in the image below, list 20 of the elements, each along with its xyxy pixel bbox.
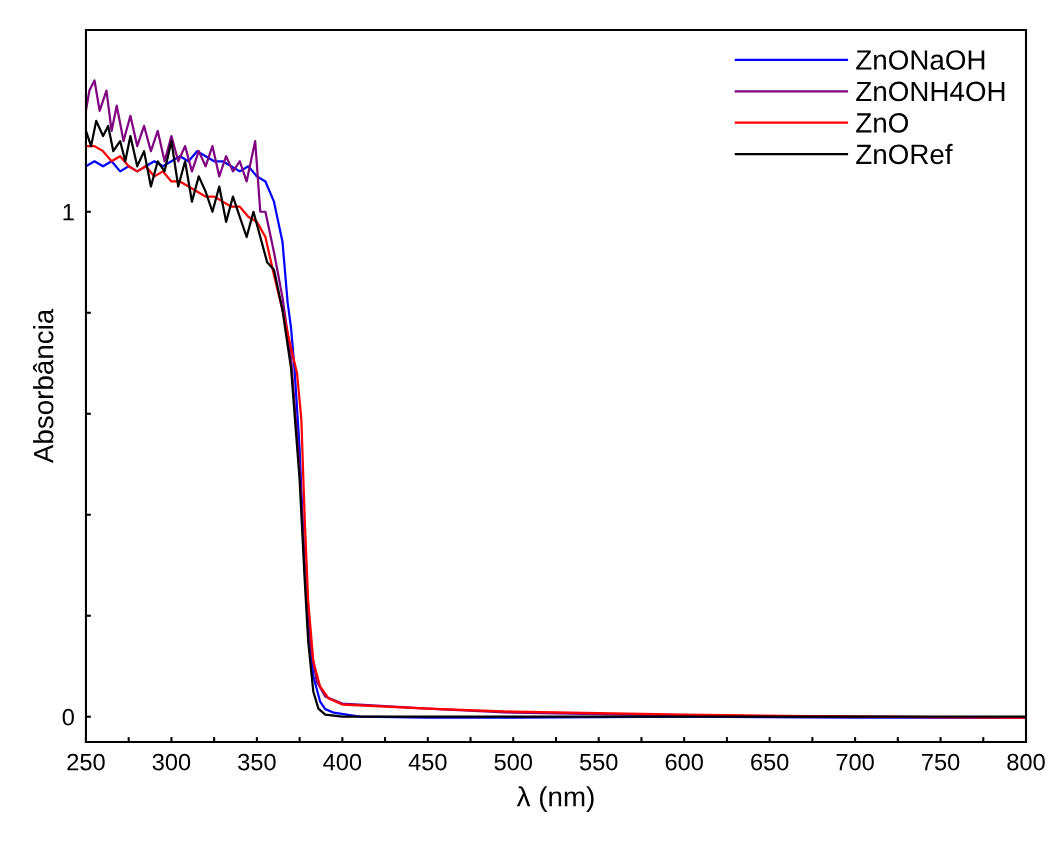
legend-label: ZnORef [856,143,953,165]
x-tick-label: 450 [408,753,447,771]
x-tick-label: 400 [323,753,362,771]
legend-label: ZnONH4OH [856,81,1005,102]
x-tick-label: 350 [238,753,276,771]
x-axis-title: λ (nm) [516,786,594,813]
legend-label: ZnO [856,113,909,133]
x-tick-label: 800 [1007,753,1045,771]
x-tick-label: 750 [922,753,960,771]
y-axis-title: Absorbância [32,308,54,464]
x-tick-label: 550 [579,753,618,771]
x-tick-label: 650 [751,753,789,771]
x-tick-label: 500 [494,753,533,771]
y-tick-label: 0 [62,708,74,726]
x-tick-label: 600 [665,753,703,771]
y-tick-label: 1 [63,204,74,221]
x-tick-label: 700 [836,753,874,771]
legend-label: ZnONaOH [856,50,985,70]
x-tick-label: 300 [152,753,191,771]
x-tick-label: 250 [67,753,105,771]
